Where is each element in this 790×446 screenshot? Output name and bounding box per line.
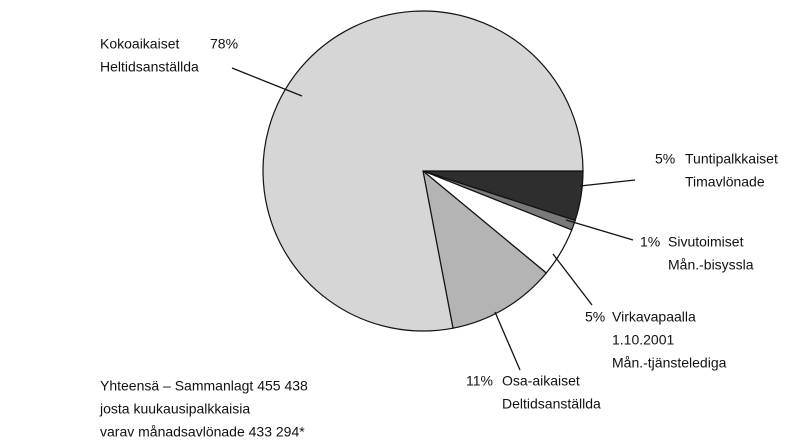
leader-line <box>494 311 521 371</box>
slice-label: Virkavapaalla <box>612 309 696 325</box>
value-label: 78% <box>210 36 238 52</box>
slice-label: Kokoaikaiset <box>100 36 179 52</box>
value-label: 11% <box>466 373 493 389</box>
pie-slice <box>422 169 548 329</box>
slice-label: Deltidsanställda <box>502 396 601 412</box>
leader-line <box>565 219 634 241</box>
note: josta kuukausipalkkaisia <box>99 401 250 417</box>
note: Yhteensä – Sammanlagt 455 438 <box>100 378 308 394</box>
slice-label: Tuntipalkkaiset <box>685 151 778 167</box>
leader-line <box>552 253 593 306</box>
value-label: 1% <box>640 234 660 250</box>
value-label: 5% <box>655 151 675 167</box>
pie-slice <box>262 10 584 332</box>
note: varav månadsavlönade 433 294* <box>100 424 305 440</box>
leader-line <box>579 179 636 187</box>
slice-label: Osa-aikaiset <box>502 373 580 389</box>
leader-line <box>231 67 303 97</box>
value-label: 5% <box>585 309 605 325</box>
slice-label: Mån.-bisyssla <box>668 257 754 273</box>
slice-label: Heltidsanställda <box>100 59 199 75</box>
slice-label: 1.10.2001 <box>612 332 674 348</box>
slice-label: Mån.-tjänstelediga <box>612 355 727 371</box>
slice-label: Sivutoimiset <box>668 234 744 250</box>
slice-label: Timavlönade <box>685 174 765 190</box>
